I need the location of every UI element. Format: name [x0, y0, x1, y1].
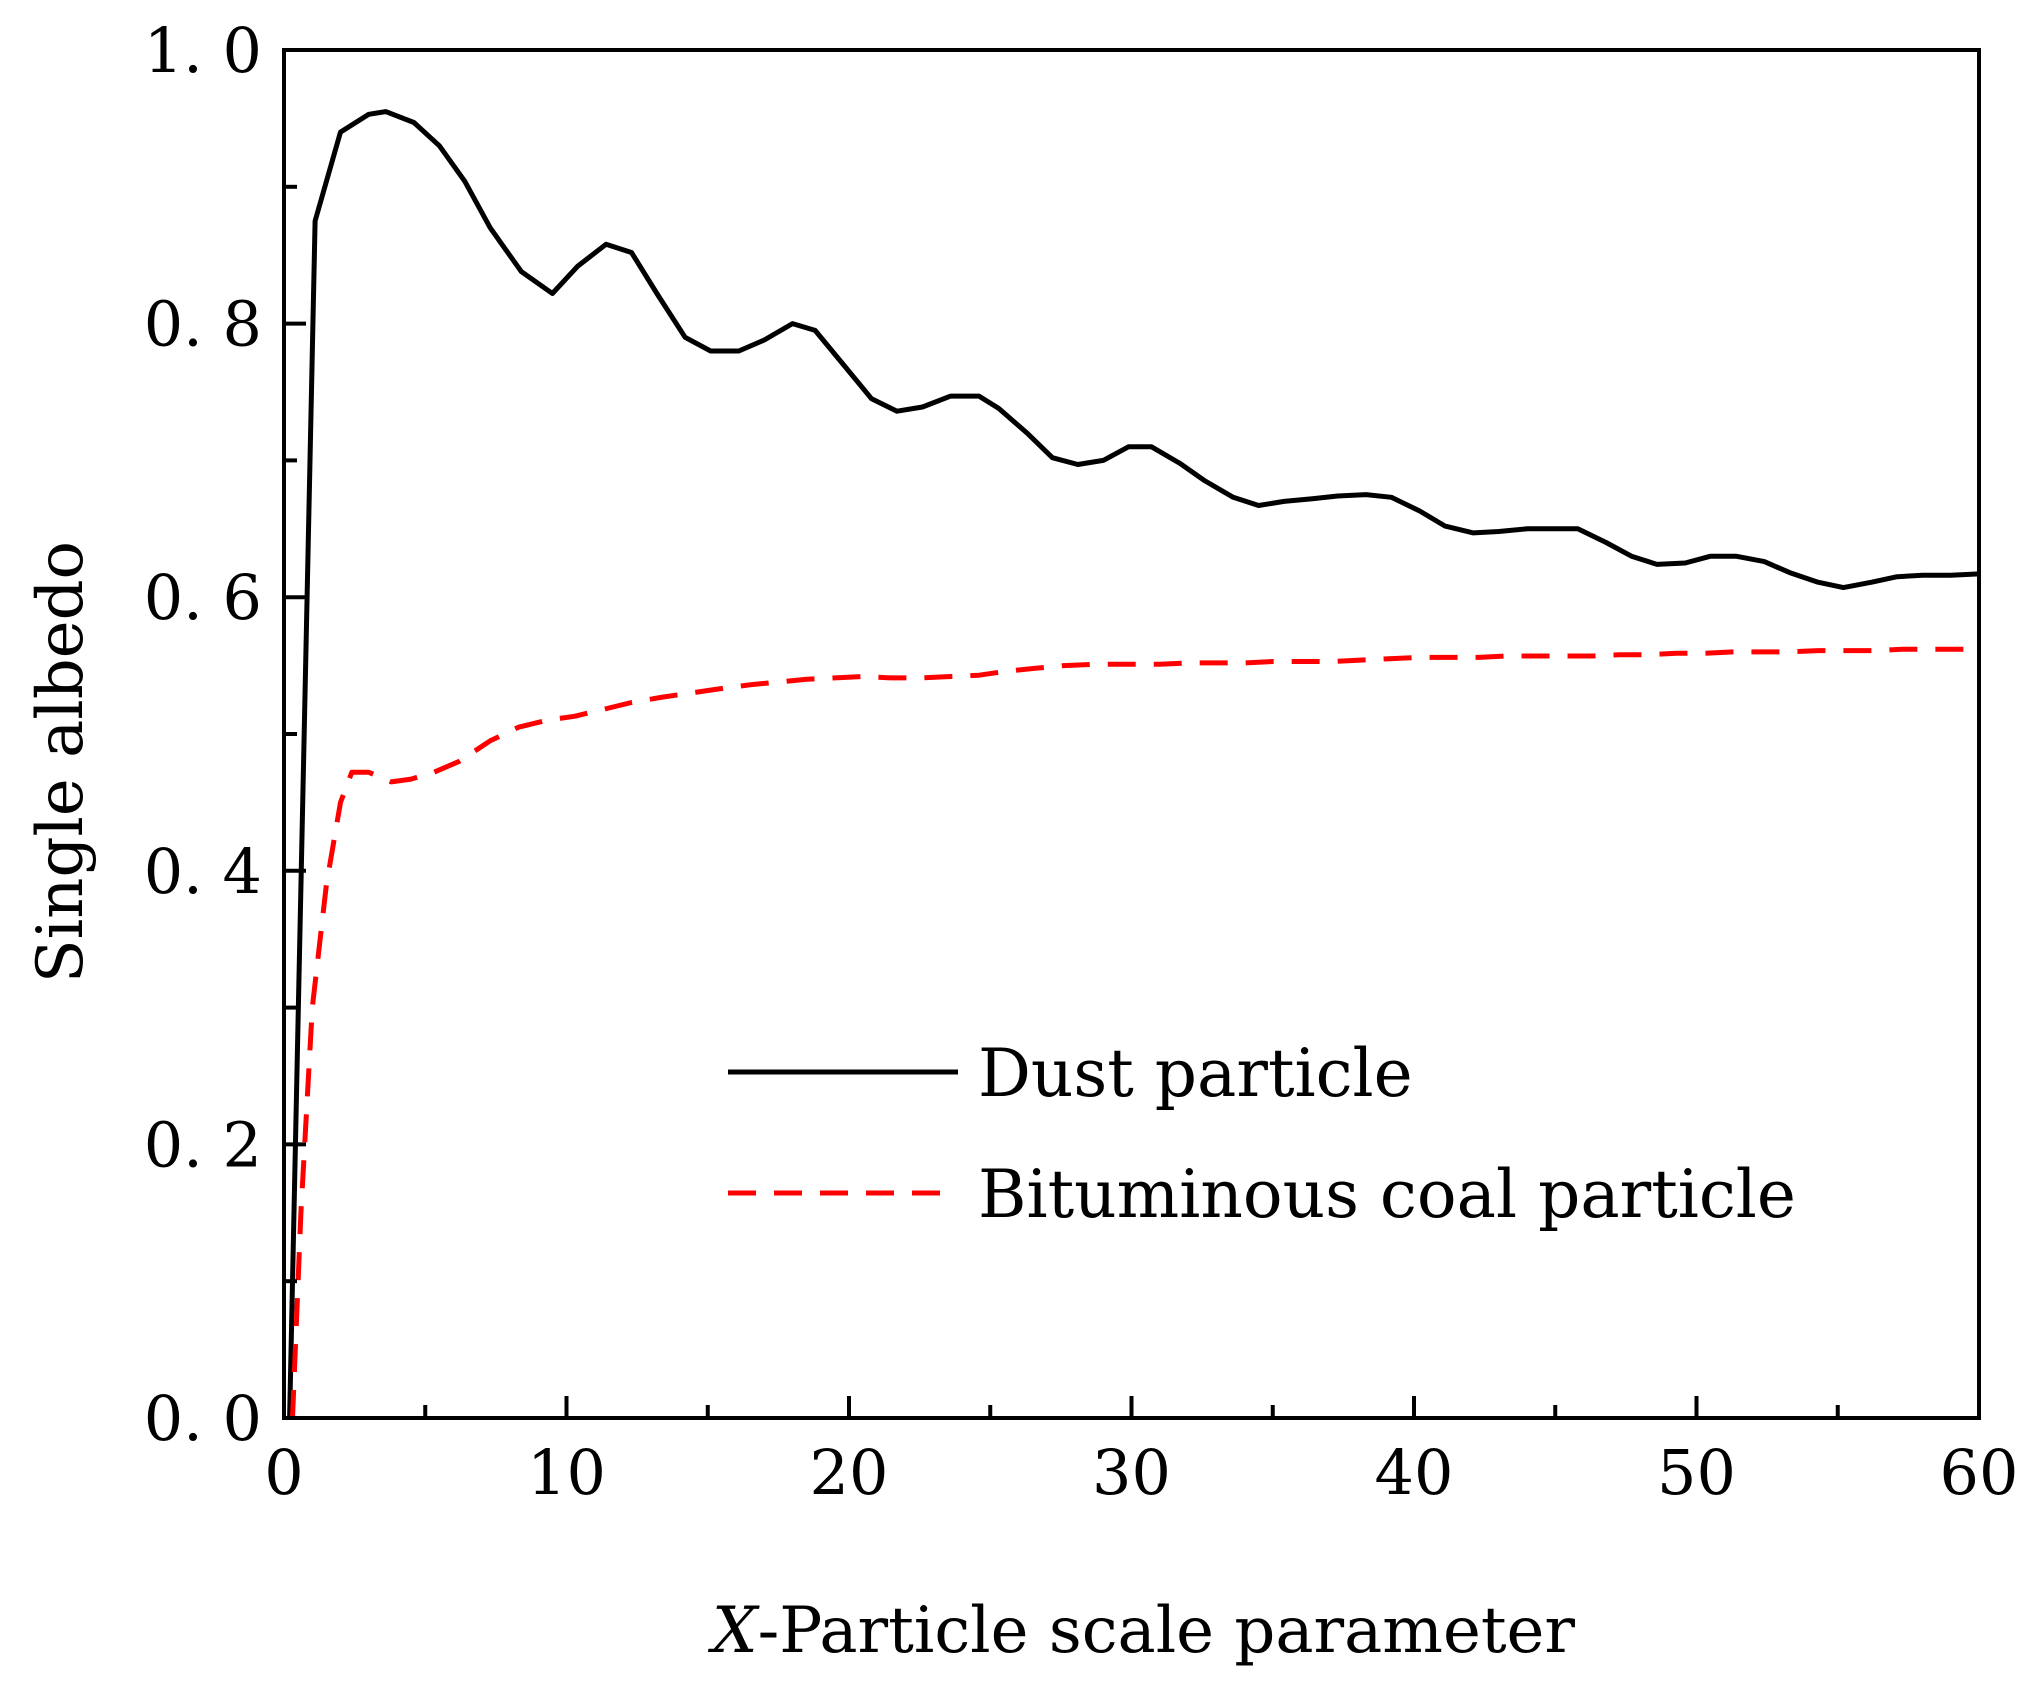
x-axis-title: X-Particle scale parameter: [707, 1594, 1575, 1668]
x-tick-label: 10: [527, 1436, 606, 1509]
x-tick-label: 60: [1940, 1436, 2019, 1509]
y-axis-title: Single albedo: [24, 541, 98, 983]
legend-label-bituminous-coal-particle: Bituminous coal particle: [978, 1156, 1796, 1233]
y-tick-label: 1. 0: [144, 14, 262, 87]
x-axis-title-prefix: X: [707, 1594, 760, 1668]
y-tick-label: 0. 0: [144, 1382, 262, 1455]
x-tick-label: 20: [810, 1436, 889, 1509]
x-tick-label: 50: [1657, 1436, 1736, 1509]
series-line-dust-particle: [287, 109, 1980, 1419]
x-axis-title-text: -Particle scale parameter: [758, 1594, 1576, 1668]
y-tick-label: 0. 8: [144, 288, 262, 361]
y-tick-label: 0. 4: [144, 835, 262, 908]
series-line-bituminous-coal-particle: [290, 646, 1979, 1419]
y-tick-label: 0. 6: [144, 561, 262, 634]
x-tick-label: 40: [1375, 1436, 1454, 1509]
x-tick-label: 0: [264, 1436, 303, 1509]
y-tick-label: 0. 2: [144, 1108, 262, 1181]
x-tick-label: 30: [1092, 1436, 1171, 1509]
legend-label-dust-particle: Dust particle: [978, 1035, 1413, 1112]
legend: Dust particle Bituminous coal particle: [728, 1035, 1796, 1233]
